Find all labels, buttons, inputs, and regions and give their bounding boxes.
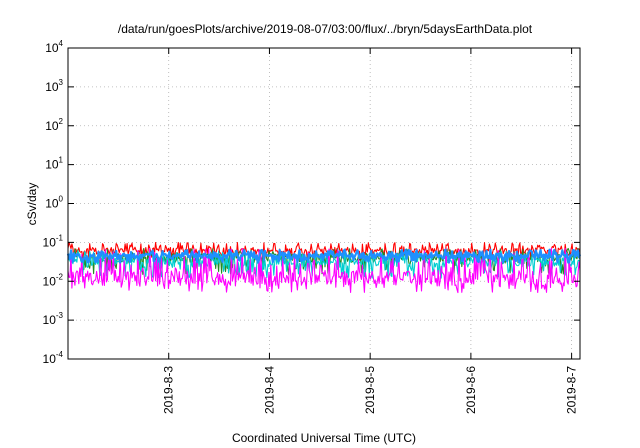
- y-tick-exponent: 3: [59, 78, 64, 87]
- y-tick-base: 10: [45, 119, 59, 133]
- y-tick-label: 101: [45, 156, 63, 172]
- y-tick-base: 10: [43, 235, 57, 249]
- y-tick-label: 103: [45, 78, 63, 94]
- y-tick-exponent: 1: [59, 156, 64, 165]
- y-tick-label: 10-1: [43, 233, 64, 249]
- y-tick-exponent: 0: [59, 195, 64, 204]
- y-tick-base: 10: [43, 274, 57, 288]
- y-tick-base: 10: [45, 197, 59, 211]
- grid: [68, 48, 580, 359]
- x-axis-label: Coordinated Universal Time (UTC): [232, 431, 416, 445]
- y-tick-base: 10: [43, 313, 57, 327]
- y-tick-label: 10-2: [43, 272, 64, 288]
- x-tick-label: 2019-8-7: [565, 366, 579, 414]
- x-tick-label: 2019-8-4: [262, 366, 276, 414]
- series-line: [66, 248, 582, 264]
- y-tick-label: 104: [45, 39, 63, 55]
- chart-title: /data/run/goesPlots/archive/2019-08-07/0…: [118, 22, 533, 36]
- y-tick-exponent: -2: [56, 272, 64, 281]
- x-tick-label: 2019-8-3: [162, 366, 176, 414]
- series-line: [67, 241, 581, 261]
- y-tick-exponent: -4: [56, 350, 64, 359]
- y-tick-label: 10-3: [43, 311, 64, 327]
- y-tick-exponent: 4: [59, 39, 64, 48]
- y-tick-base: 10: [45, 41, 59, 55]
- y-tick-label: 100: [45, 195, 63, 211]
- series-layer: [66, 241, 582, 294]
- series-line: [67, 247, 581, 294]
- y-tick-exponent: -3: [56, 311, 64, 320]
- y-axis-label: cSv/day: [25, 183, 39, 226]
- x-tick-label: 2019-8-6: [464, 366, 478, 414]
- x-axis: 2019-8-3 2019-8-4 2019-8-5 2019-8-6 2019-8-7: [162, 48, 579, 414]
- y-tick-label: 102: [45, 117, 63, 133]
- x-tick-label: 2019-8-5: [363, 366, 377, 414]
- y-tick-base: 10: [43, 352, 57, 366]
- y-tick-exponent: 2: [59, 117, 64, 126]
- y-tick-label: 10-4: [43, 350, 64, 366]
- y-tick-base: 10: [45, 158, 59, 172]
- y-tick-base: 10: [45, 80, 59, 94]
- y-tick-exponent: -1: [56, 233, 64, 242]
